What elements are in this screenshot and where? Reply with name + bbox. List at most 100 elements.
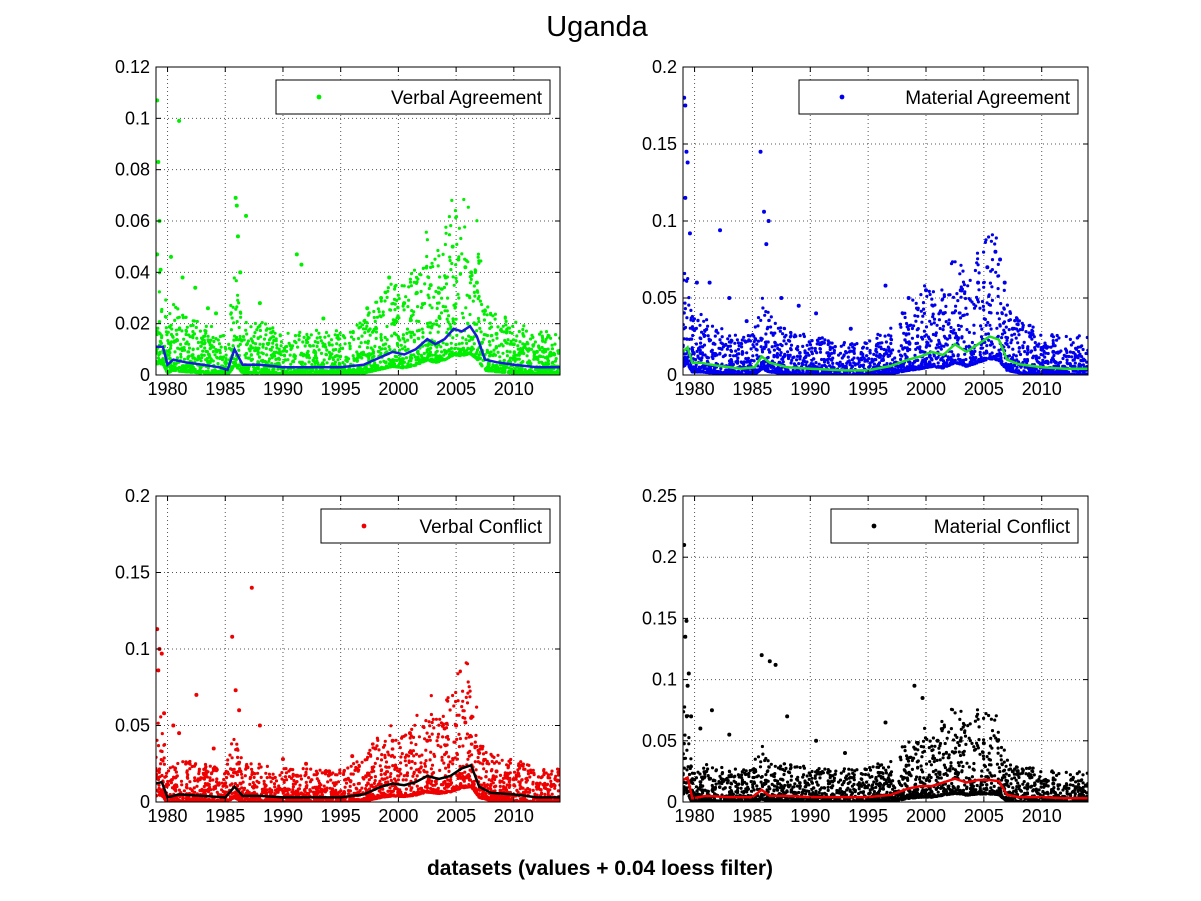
data-point: [786, 350, 790, 354]
data-point: [537, 345, 541, 349]
data-point: [217, 370, 221, 374]
data-point: [307, 360, 311, 364]
data-point: [730, 363, 735, 367]
data-point: [522, 324, 526, 328]
data-point: [303, 344, 307, 348]
data-point: [250, 339, 254, 343]
data-point: [1004, 325, 1008, 329]
data-point: [683, 301, 687, 305]
data-point: [336, 337, 341, 341]
data-point: [403, 345, 407, 349]
data-point: [850, 342, 854, 346]
data-point: [723, 343, 728, 347]
data-point: [445, 331, 449, 335]
data-point: [755, 342, 759, 346]
data-point: [1007, 354, 1012, 358]
data-point: [692, 317, 697, 321]
data-point: [832, 351, 836, 355]
data-point: [882, 354, 886, 358]
data-point: [273, 354, 277, 358]
data-point: [988, 323, 992, 327]
data-point: [235, 305, 239, 309]
data-point: [309, 333, 313, 337]
data-point: [380, 367, 384, 371]
data-point: [475, 348, 480, 352]
data-point: [1010, 338, 1014, 342]
data-point: [902, 369, 906, 373]
data-point: [244, 351, 249, 356]
data-point: [912, 324, 916, 328]
data-point: [318, 335, 322, 339]
data-point: [905, 325, 909, 329]
data-point: [209, 324, 214, 329]
y-tick-label: 0: [140, 365, 150, 385]
data-point: [852, 351, 856, 355]
data-point: [447, 233, 452, 237]
data-point: [499, 327, 503, 331]
data-point: [1083, 358, 1087, 362]
data-point: [511, 338, 516, 342]
data-point: [807, 347, 811, 351]
data-point: [547, 334, 551, 338]
data-point: [874, 349, 878, 353]
data-point: [984, 323, 988, 327]
data-point: [304, 368, 308, 372]
data-point: [305, 341, 309, 345]
data-point: [713, 334, 717, 338]
data-point: [508, 350, 512, 354]
data-point: [999, 302, 1003, 306]
data-point: [456, 257, 461, 262]
data-point: [922, 366, 926, 370]
data-point: [465, 352, 469, 356]
data-point: [374, 330, 378, 334]
data-point: [720, 335, 724, 339]
data-point: [445, 317, 449, 321]
data-point: [453, 347, 457, 351]
data-point: [271, 341, 275, 345]
data-point: [299, 351, 304, 355]
data-point: [1027, 331, 1031, 335]
data-point: [514, 339, 518, 343]
data-point: [555, 372, 559, 375]
data-point: [524, 372, 528, 375]
data-point: [349, 335, 354, 339]
data-point: [983, 358, 987, 362]
data-point: [1001, 321, 1006, 325]
data-point: [374, 363, 378, 367]
data-point: [196, 340, 200, 345]
data-point: [358, 321, 362, 325]
data-point: [303, 362, 307, 366]
data-point: [1007, 345, 1011, 349]
data-point: [925, 294, 929, 298]
data-point: [428, 331, 432, 335]
data-point: [694, 365, 698, 369]
data-point: [336, 333, 340, 338]
data-point: [355, 359, 359, 363]
data-point: [1012, 332, 1017, 336]
data-point: [278, 333, 282, 337]
data-point: [885, 362, 889, 366]
data-point: [793, 333, 797, 337]
data-point: [541, 339, 545, 343]
data-point: [455, 333, 459, 337]
data-point: [232, 321, 236, 325]
data-point: [887, 333, 891, 337]
data-point: [206, 334, 210, 338]
data-point: [887, 347, 891, 351]
data-point: [415, 358, 419, 362]
data-point: [357, 371, 361, 375]
data-point: [922, 311, 927, 315]
data-point: [372, 315, 376, 320]
data-point: [532, 354, 536, 358]
data-point: [324, 345, 328, 349]
data-point: [319, 351, 324, 355]
data-point: [207, 339, 211, 343]
data-point: [443, 242, 447, 247]
data-point: [185, 370, 189, 374]
data-point: [482, 318, 486, 322]
data-point: [1026, 346, 1030, 350]
data-point: [421, 335, 425, 339]
data-point: [472, 290, 476, 294]
data-point: [157, 290, 161, 294]
